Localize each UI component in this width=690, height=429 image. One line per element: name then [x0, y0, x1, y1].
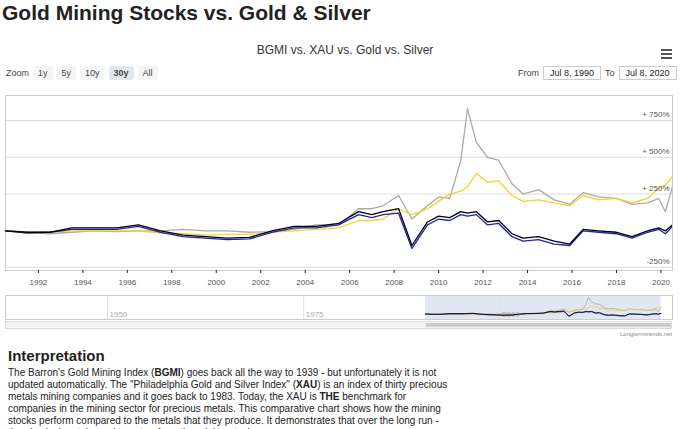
svg-text:2000: 2000	[207, 278, 225, 287]
html-text:Longtermtrends.net: Longtermtrends.net	[620, 331, 672, 337]
html-text:BGMI vs. XAU vs. Gold vs. Silv: BGMI vs. XAU vs. Gold vs. Silver	[256, 43, 434, 57]
html-text:All: All	[142, 68, 153, 78]
svg-text:2020: 2020	[652, 278, 670, 287]
svg-text:1975: 1975	[306, 310, 324, 319]
svg-text:+ 750%: + 750%	[642, 110, 669, 119]
html-text:30y: 30y	[113, 68, 129, 78]
svg-text:2008: 2008	[385, 278, 403, 287]
svg-text:2006: 2006	[341, 278, 359, 287]
html-text:From: From	[518, 68, 539, 78]
svg-text:2014: 2014	[519, 278, 537, 287]
svg-text:2002: 2002	[252, 278, 270, 287]
svg-text:+ 500%: + 500%	[642, 147, 669, 156]
svg-text:1994: 1994	[74, 278, 92, 287]
html-text:Zoom: Zoom	[6, 68, 29, 78]
svg-text:1996: 1996	[118, 278, 136, 287]
svg-text:1998: 1998	[163, 278, 181, 287]
html-text:The Barron's Gold Mining Index: The Barron's Gold Mining Index (BGMI) go…	[8, 367, 448, 402]
svg-text:2018: 2018	[608, 278, 626, 287]
svg-text:2012: 2012	[474, 278, 492, 287]
html-text:Gold Mining Stocks vs. Gold &: Gold Mining Stocks vs. Gold & Silver	[2, 1, 371, 24]
svg-text:-250%: -250%	[646, 257, 669, 266]
html-text:Interpretation: Interpretation	[8, 347, 105, 364]
svg-text:2004: 2004	[296, 278, 314, 287]
html-text:5y: 5y	[61, 68, 71, 78]
svg-text:+ 250%: + 250%	[642, 184, 669, 193]
html-text:To: To	[605, 68, 615, 78]
svg-text:1950: 1950	[110, 310, 128, 319]
html-text:Jul 8, 2020: Jul 8, 2020	[625, 68, 670, 78]
svg-text:2000: 2000	[501, 309, 520, 319]
html-text:10y: 10y	[85, 68, 100, 78]
svg-text:1992: 1992	[30, 278, 48, 287]
html-text:Jul 8, 1990: Jul 8, 1990	[550, 68, 594, 78]
svg-text:2010: 2010	[430, 278, 448, 287]
html-text:1y: 1y	[38, 68, 48, 78]
svg-text:2016: 2016	[563, 278, 581, 287]
